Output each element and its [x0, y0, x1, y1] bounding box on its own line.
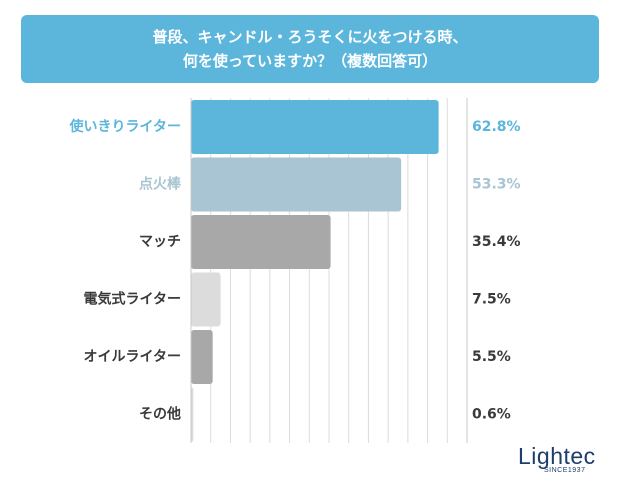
- bar: [191, 272, 221, 327]
- value-label: 7.5%: [472, 292, 511, 308]
- value-label: 62.8%: [472, 119, 521, 135]
- category-label: オイルライター: [84, 349, 181, 365]
- lightec-logo: Lightec SINCE1937: [518, 443, 600, 477]
- value-label: 5.5%: [472, 349, 511, 365]
- logo-since: SINCE1937: [544, 467, 586, 474]
- chart-title-box: 普段、キャンドル・ろうそくに火をつける時、 何を使っていますか？（複数回答可）: [21, 15, 599, 83]
- chart-title-line2: 何を使っていますか？（複数回答可）: [182, 52, 438, 70]
- category-label: マッチ: [139, 234, 181, 250]
- bar: [191, 387, 194, 442]
- bar: [191, 215, 331, 269]
- value-label: 0.6%: [472, 407, 511, 423]
- bar: [191, 157, 402, 212]
- bar: [191, 100, 439, 154]
- category-label: 電気式ライター: [84, 291, 181, 308]
- value-label: 35.4%: [472, 234, 521, 250]
- value-label: 53.3%: [472, 177, 521, 193]
- chart-title-line1: 普段、キャンドル・ろうそくに火をつける時、: [152, 28, 468, 46]
- logo-text: Lightec: [518, 443, 596, 469]
- bar: [191, 330, 213, 384]
- category-label: その他: [139, 406, 181, 423]
- category-label: 点火棒: [139, 176, 182, 193]
- category-label: 使いきりライター: [69, 118, 181, 135]
